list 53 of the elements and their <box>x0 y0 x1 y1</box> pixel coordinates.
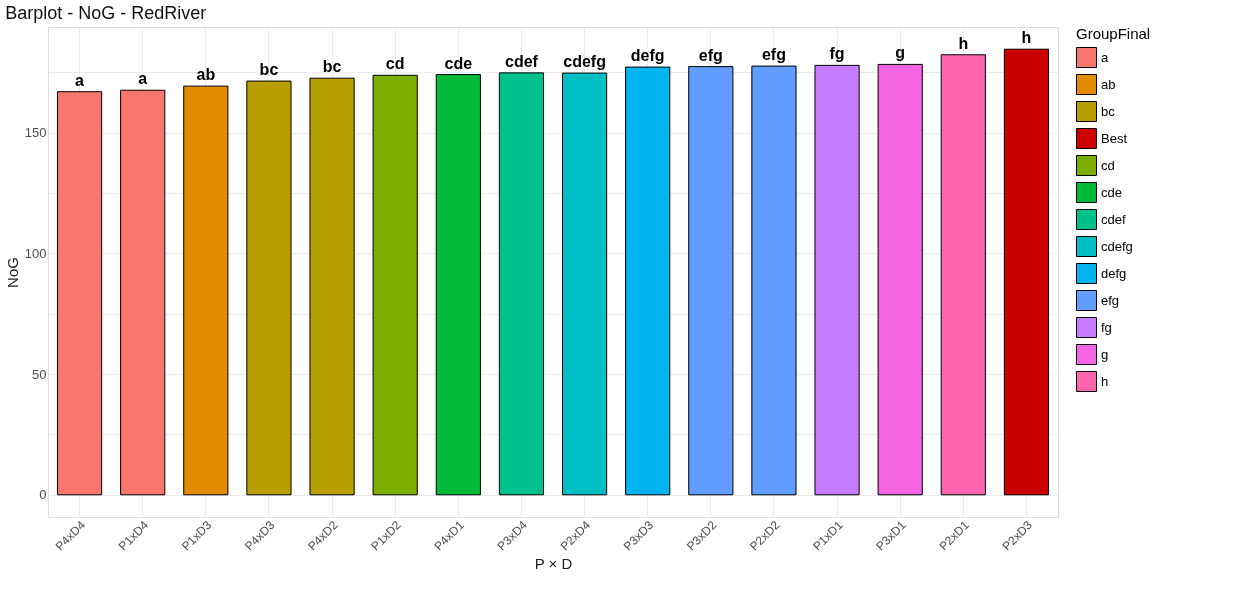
annotation: defg <box>630 47 665 65</box>
annotation: h <box>1021 29 1032 47</box>
legend-title: GroupFinal <box>1076 25 1151 42</box>
annotation: a <box>138 70 148 88</box>
y-tick-label: 100 <box>24 245 47 261</box>
annotation: cde <box>444 54 473 72</box>
legend-label: cd <box>1101 157 1115 173</box>
bar <box>751 65 797 496</box>
legend-label: cde <box>1101 184 1122 200</box>
legend-label: g <box>1101 346 1109 362</box>
annotation: h <box>958 34 969 52</box>
legend-label: h <box>1101 373 1109 389</box>
bar <box>561 72 608 496</box>
bar <box>814 64 860 496</box>
legend-label: efg <box>1101 292 1120 308</box>
bar <box>940 54 986 496</box>
annotation: bc <box>259 61 279 79</box>
bar <box>120 89 166 496</box>
annotation: cdefg <box>563 53 606 71</box>
annotation: cdef <box>504 52 539 70</box>
x-axis-title: P × D <box>534 554 573 572</box>
annotation: bc <box>322 58 342 76</box>
legend-label: a <box>1101 49 1109 65</box>
legend-label: Best <box>1101 130 1128 146</box>
annotation: g <box>895 44 906 62</box>
y-tick-label: 150 <box>24 125 47 141</box>
legend-label: fg <box>1101 319 1112 335</box>
y-tick-label: 0 <box>39 487 47 503</box>
bar <box>372 74 418 496</box>
bar <box>625 66 671 496</box>
bar <box>183 85 229 496</box>
y-tick-label: 50 <box>32 366 47 382</box>
bar <box>877 63 923 496</box>
legend-label: cdefg <box>1101 238 1133 254</box>
bar <box>246 80 292 496</box>
annotation: efg <box>698 46 723 64</box>
legend-label: ab <box>1101 76 1116 92</box>
annotation: a <box>75 71 85 89</box>
chart-title: Barplot - NoG - RedRiver <box>5 3 207 23</box>
bar <box>435 74 481 496</box>
bar <box>1003 48 1050 496</box>
bar <box>498 72 545 496</box>
legend-label: cdef <box>1101 211 1126 227</box>
annotation: cd <box>385 55 405 73</box>
legend-label: defg <box>1101 265 1127 281</box>
annotation: efg <box>761 46 786 64</box>
bar <box>688 66 734 496</box>
bar <box>56 91 103 496</box>
y-axis-title: NoG <box>3 257 21 288</box>
legend-label: bc <box>1101 103 1116 119</box>
annotation: ab <box>196 66 216 84</box>
bar <box>309 77 355 496</box>
annotation: fg <box>829 45 845 63</box>
